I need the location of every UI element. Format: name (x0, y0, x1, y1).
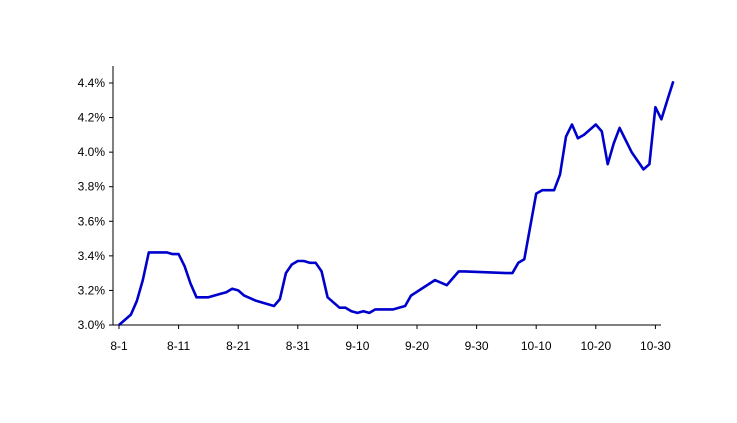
x-tick-label: 10-10 (521, 339, 552, 353)
y-ticks: 3.0% 3.2% 3.4% 3.6% 3.8% 4.0% 4.2% 4.4% (78, 76, 113, 332)
x-tick-label: 9-20 (405, 339, 429, 353)
x-tick-label: 9-10 (345, 339, 369, 353)
axes (112, 66, 661, 326)
x-tick-label: 8-11 (167, 339, 190, 353)
x-tick-label: 8-21 (226, 339, 250, 353)
x-tick-label: 10-30 (640, 339, 671, 353)
y-tick-label: 3.4% (78, 249, 106, 263)
y-tick-label: 3.2% (78, 283, 106, 297)
x-ticks: 8-1 8-11 8-21 8-31 9-10 9-20 9-30 10-10 10-20 10-… (110, 325, 671, 353)
y-tick-label: 3.0% (78, 318, 106, 332)
y-tick-label: 4.0% (78, 145, 106, 159)
y-tick-label: 3.8% (78, 180, 106, 194)
x-tick-label: 8-1 (110, 339, 128, 353)
y-tick-label: 3.6% (78, 214, 106, 228)
y-tick-label: 4.4% (78, 76, 106, 90)
series-line (118, 80, 675, 326)
y-tick-label: 4.2% (78, 111, 106, 125)
x-tick-label: 8-31 (286, 339, 310, 353)
x-tick-label: 9-30 (465, 339, 489, 353)
x-tick-label: 10-20 (580, 339, 611, 353)
